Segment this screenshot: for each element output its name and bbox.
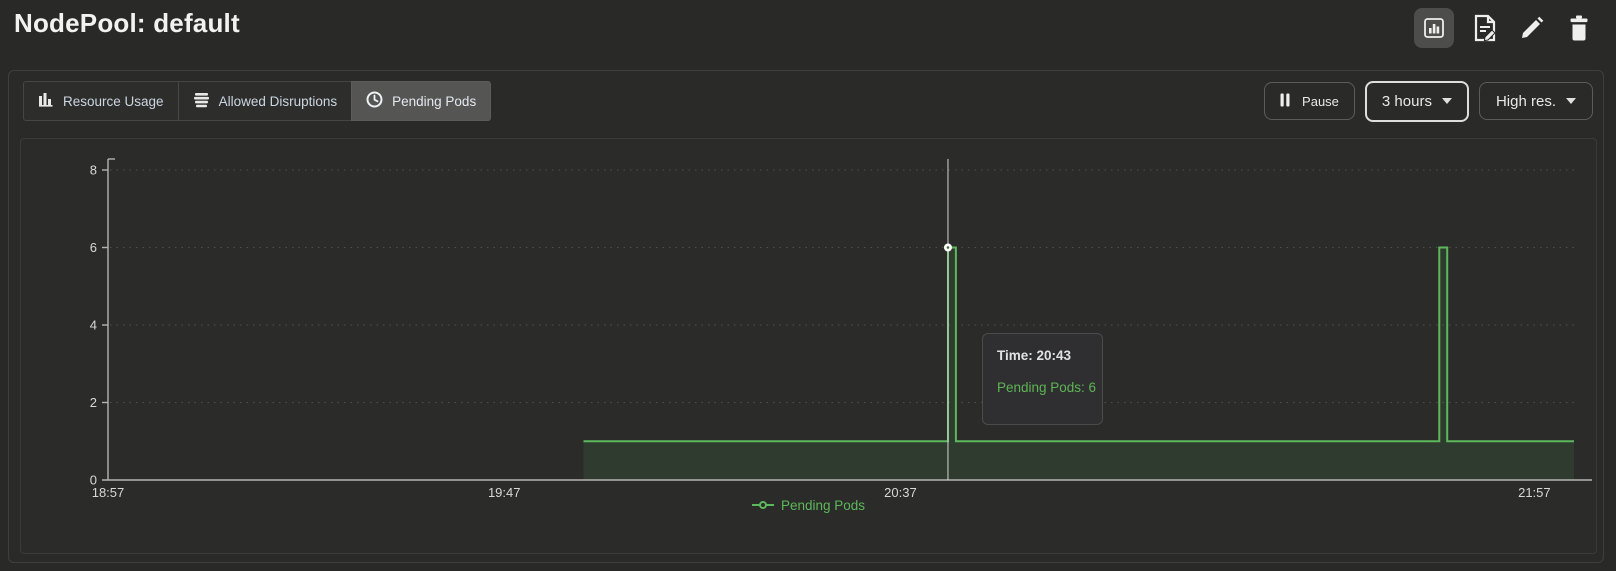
tab-label: Pending Pods <box>392 93 477 109</box>
time-range-dropdown[interactable]: 3 hours <box>1364 80 1469 122</box>
svg-text:2: 2 <box>90 395 97 410</box>
tab-label: Resource Usage <box>63 93 164 109</box>
legend-item-pending-pods[interactable]: Pending Pods <box>751 498 866 513</box>
chart-view-button[interactable] <box>1414 8 1454 48</box>
bar-chart-icon <box>38 92 54 110</box>
document-edit-icon <box>1472 14 1498 42</box>
pending-pods-chart-panel: 0 2 4 6 8 18:57 19:47 20:37 21:57 Time: 20:43 Pe… <box>20 138 1597 554</box>
svg-text:20:37: 20:37 <box>884 485 917 500</box>
edit-document-button[interactable] <box>1469 9 1501 47</box>
pencil-icon <box>1519 15 1545 41</box>
pause-button[interactable]: Pause <box>1264 82 1355 120</box>
nodepool-panel: Resource Usage Allowed Disruptions Pen <box>8 70 1604 563</box>
svg-text:6: 6 <box>90 240 97 255</box>
pause-icon <box>1280 93 1290 110</box>
tab-label: Allowed Disruptions <box>218 93 338 109</box>
layers-icon <box>193 92 210 111</box>
resolution-value: High res. <box>1495 92 1556 110</box>
delete-button[interactable] <box>1563 9 1595 47</box>
header: NodePool: default <box>0 0 1616 58</box>
edit-button[interactable] <box>1516 9 1548 47</box>
chart-tabs: Resource Usage Allowed Disruptions Pen <box>23 81 492 121</box>
time-range-value: 3 hours <box>1381 92 1432 110</box>
resolution-dropdown[interactable]: High res. <box>1478 82 1593 120</box>
svg-text:18:57: 18:57 <box>92 485 125 500</box>
clock-icon <box>366 91 383 111</box>
chart-legend: Pending Pods <box>21 498 1596 513</box>
page-title: NodePool: default <box>14 8 240 38</box>
chart-controls: Pause 3 hours High res. <box>1264 79 1593 123</box>
tab-allowed-disruptions[interactable]: Allowed Disruptions <box>177 81 353 121</box>
pause-label: Pause <box>1302 93 1339 109</box>
chevron-down-icon <box>1566 98 1576 104</box>
svg-text:21:57: 21:57 <box>1518 485 1551 500</box>
legend-marker-icon <box>751 498 774 513</box>
svg-text:8: 8 <box>90 163 97 178</box>
trash-icon <box>1567 14 1591 42</box>
svg-text:4: 4 <box>90 318 97 333</box>
legend-label: Pending Pods <box>780 498 866 513</box>
header-actions <box>1414 7 1595 49</box>
bar-chart-icon <box>1422 16 1446 40</box>
svg-text:0: 0 <box>90 473 97 488</box>
tab-resource-usage[interactable]: Resource Usage <box>23 81 179 121</box>
pending-pods-chart[interactable]: 0 2 4 6 8 18:57 19:47 20:37 21:57 <box>21 139 1598 555</box>
svg-text:19:47: 19:47 <box>488 485 521 500</box>
tab-pending-pods[interactable]: Pending Pods <box>351 81 492 121</box>
chevron-down-icon <box>1441 98 1452 104</box>
